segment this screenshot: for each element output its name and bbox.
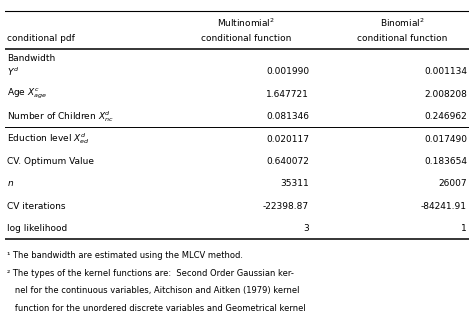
Text: Binomial$^2$: Binomial$^2$ xyxy=(380,17,424,29)
Text: 1.647721: 1.647721 xyxy=(266,90,309,99)
Text: conditional pdf: conditional pdf xyxy=(7,34,75,43)
Text: conditional function: conditional function xyxy=(357,34,447,43)
Text: 0.081346: 0.081346 xyxy=(266,112,309,121)
Text: 0.001990: 0.001990 xyxy=(266,67,309,76)
Text: ¹ The bandwidth are estimated using the MLCV method.: ¹ The bandwidth are estimated using the … xyxy=(7,251,243,260)
Text: conditional function: conditional function xyxy=(201,34,292,43)
Text: 0.246962: 0.246962 xyxy=(424,112,467,121)
Text: $Y^d$: $Y^d$ xyxy=(7,66,19,78)
Text: 1: 1 xyxy=(461,224,467,233)
Text: -22398.87: -22398.87 xyxy=(263,202,309,211)
Text: log likelihood: log likelihood xyxy=(7,224,67,233)
Text: function for the unordered discrete variables and Geometrical kernel: function for the unordered discrete vari… xyxy=(7,304,306,313)
Text: Age $X^c_{age}$: Age $X^c_{age}$ xyxy=(7,87,47,101)
Text: 0.183654: 0.183654 xyxy=(424,157,467,166)
Text: Number of Children $X^d_{nc}$: Number of Children $X^d_{nc}$ xyxy=(7,109,114,124)
Text: Bandwidth: Bandwidth xyxy=(7,54,55,64)
Text: -84241.91: -84241.91 xyxy=(421,202,467,211)
Text: $n$: $n$ xyxy=(7,179,14,188)
Text: 0.017490: 0.017490 xyxy=(424,135,467,144)
Text: 0.020117: 0.020117 xyxy=(266,135,309,144)
Text: Eduction level $X^d_{ed}$: Eduction level $X^d_{ed}$ xyxy=(7,131,90,146)
Text: 0.001134: 0.001134 xyxy=(424,67,467,76)
Text: CV. Optimum Value: CV. Optimum Value xyxy=(7,157,94,166)
Text: nel for the continuous variables, Aitchison and Aitken (1979) kernel: nel for the continuous variables, Aitchi… xyxy=(7,286,300,295)
Text: Multinomial$^2$: Multinomial$^2$ xyxy=(217,17,275,29)
Text: CV iterations: CV iterations xyxy=(7,202,65,211)
Text: 26007: 26007 xyxy=(438,179,467,188)
Text: 0.640072: 0.640072 xyxy=(266,157,309,166)
Text: ² The types of the kernel functions are:  Second Order Gaussian ker-: ² The types of the kernel functions are:… xyxy=(7,269,294,278)
Text: 3: 3 xyxy=(303,224,309,233)
Text: 2.008208: 2.008208 xyxy=(424,90,467,99)
Text: 35311: 35311 xyxy=(280,179,309,188)
